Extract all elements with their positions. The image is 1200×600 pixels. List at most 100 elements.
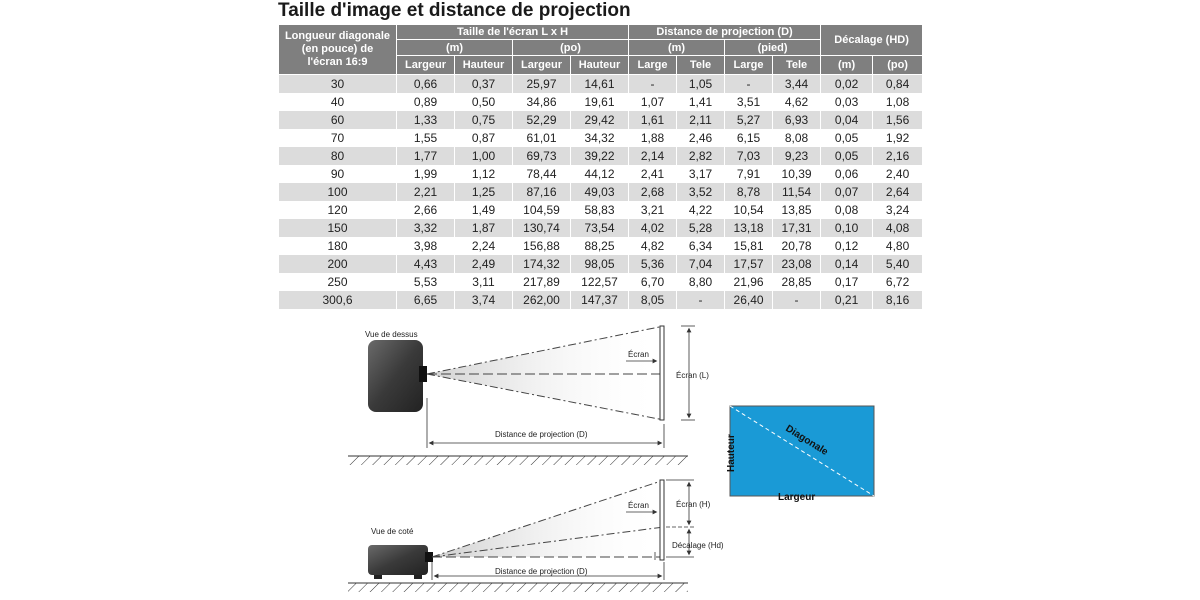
table-cell: 6,72 xyxy=(872,273,924,291)
table-cell: 1,12 xyxy=(454,165,513,183)
table-cell: 4,22 xyxy=(676,201,726,219)
header-offset-m: (m) xyxy=(820,55,874,75)
header-wide-m: Large xyxy=(628,55,678,75)
table-cell: 1,07 xyxy=(628,93,678,111)
table-cell: 4,08 xyxy=(872,219,924,237)
table-cell: 3,17 xyxy=(676,165,726,183)
header-height-po: Hauteur xyxy=(569,55,630,75)
screen-diagonal-line xyxy=(729,405,875,497)
table-cell: 6,34 xyxy=(676,237,726,255)
top-view-screen xyxy=(659,325,665,421)
table-cell: 40 xyxy=(278,93,397,111)
side-screen-label: Écran xyxy=(628,501,649,510)
table-cell: 9,23 xyxy=(772,147,822,165)
table-cell: 4,62 xyxy=(772,93,822,111)
top-distance-label: Distance de projection (D) xyxy=(495,430,588,439)
table-cell: 88,25 xyxy=(569,237,630,255)
table-cell: 98,05 xyxy=(569,255,630,273)
screen-height-label: Écran (H) xyxy=(676,500,711,509)
table-cell: 5,28 xyxy=(676,219,726,237)
top-screen-label: Écran xyxy=(628,350,649,359)
table-cell: 17,31 xyxy=(772,219,822,237)
table-cell: 104,59 xyxy=(512,201,571,219)
table-row: 100 2,21 1,25 87,16 49,03 2,68 3,52 8,78 11,54 0,… xyxy=(278,183,924,201)
table-cell: 156,88 xyxy=(512,237,571,255)
table-cell: 2,49 xyxy=(454,255,513,273)
table-cell: - xyxy=(772,291,822,309)
table-cell: 1,56 xyxy=(872,111,924,129)
table-cell: 147,37 xyxy=(569,291,630,309)
side-view-projector xyxy=(368,545,433,579)
table-cell: 44,12 xyxy=(569,165,630,183)
header-width-m: Largeur xyxy=(396,55,455,75)
table-cell: 0,08 xyxy=(820,201,874,219)
table-cell: 49,03 xyxy=(569,183,630,201)
table-cell: 0,87 xyxy=(454,129,513,147)
table-cell: 52,29 xyxy=(512,111,571,129)
table-cell: 3,44 xyxy=(772,74,822,93)
table-cell: 6,93 xyxy=(772,111,822,129)
table-cell: 8,80 xyxy=(676,273,726,291)
table-cell: 3,21 xyxy=(628,201,678,219)
table-cell: 0,21 xyxy=(820,291,874,309)
table-cell: 3,52 xyxy=(676,183,726,201)
table-cell: 25,97 xyxy=(512,74,571,93)
table-row: 300,6 6,65 3,74 262,00 147,37 8,05-26,40-0,21… xyxy=(278,291,924,309)
table-row: 40 0,89 0,50 34,86 19,61 1,07 1,41 3,51 4,62 0,03… xyxy=(278,93,924,111)
projection-table: Longueur diagonale (en pouce) de l'écran… xyxy=(278,24,924,309)
table-cell: 2,64 xyxy=(872,183,924,201)
table-cell: 2,40 xyxy=(872,165,924,183)
table-row: 30 0,66 0,37 25,97 14,61-1,05-3,44 0,02 0,84 xyxy=(278,74,924,93)
table-row: 80 1,77 1,00 69,73 39,22 2,14 2,82 7,03 9,23 0,05… xyxy=(278,147,924,165)
top-view-beam xyxy=(427,326,664,420)
table-cell: 2,46 xyxy=(676,129,726,147)
header-size-unit-po: (po) xyxy=(511,39,630,56)
header-diagonal-line-3: l'écran 16:9 xyxy=(307,56,368,68)
table-cell: 0,06 xyxy=(820,165,874,183)
table-cell: 0,05 xyxy=(820,129,874,147)
screen-width-label: Écran (L) xyxy=(676,371,709,380)
top-view-floor xyxy=(348,456,688,465)
table-cell: 2,82 xyxy=(676,147,726,165)
table-cell: 17,57 xyxy=(724,255,774,273)
table-body: 30 0,66 0,37 25,97 14,61-1,05-3,44 0,02 0,84 40… xyxy=(278,74,924,309)
table-cell: 10,39 xyxy=(772,165,822,183)
table-cell: 4,80 xyxy=(872,237,924,255)
table-cell: 1,49 xyxy=(454,201,513,219)
table-cell: 1,41 xyxy=(676,93,726,111)
table-cell: 14,61 xyxy=(569,74,630,93)
header-wide-pied: Large xyxy=(724,55,774,75)
header-width-po: Largeur xyxy=(512,55,571,75)
table-cell: 1,55 xyxy=(396,129,455,147)
table-cell: 122,57 xyxy=(569,273,630,291)
table-cell: 90 xyxy=(278,165,397,183)
header-distance-unit-pied: (pied) xyxy=(724,39,822,56)
table-cell: 0,03 xyxy=(820,93,874,111)
table-cell: 0,17 xyxy=(820,273,874,291)
table-cell: 4,82 xyxy=(628,237,678,255)
table-cell: 1,25 xyxy=(454,183,513,201)
table-cell: 34,32 xyxy=(569,129,630,147)
table-cell: 7,04 xyxy=(676,255,726,273)
table-row: 200 4,43 2,49 174,32 98,05 5,36 7,04 17,57 23,08… xyxy=(278,255,924,273)
table-cell: 87,16 xyxy=(512,183,571,201)
table-cell: 7,91 xyxy=(724,165,774,183)
table-cell: 34,86 xyxy=(512,93,571,111)
table-cell: 0,05 xyxy=(820,147,874,165)
table-cell: 2,24 xyxy=(454,237,513,255)
table-cell: 1,99 xyxy=(396,165,455,183)
table-cell: 120 xyxy=(278,201,397,219)
table-cell: 29,42 xyxy=(569,111,630,129)
table-cell: 8,16 xyxy=(872,291,924,309)
table-cell: 217,89 xyxy=(512,273,571,291)
table-cell: 180 xyxy=(278,237,397,255)
table-cell: 130,74 xyxy=(512,219,571,237)
table-cell: 15,81 xyxy=(724,237,774,255)
table-cell: 3,98 xyxy=(396,237,455,255)
height-label: Hauteur xyxy=(726,434,737,472)
table-cell: 80 xyxy=(278,147,397,165)
table-cell: 0,50 xyxy=(454,93,513,111)
table-cell: - xyxy=(676,291,726,309)
table-cell: 8,78 xyxy=(724,183,774,201)
